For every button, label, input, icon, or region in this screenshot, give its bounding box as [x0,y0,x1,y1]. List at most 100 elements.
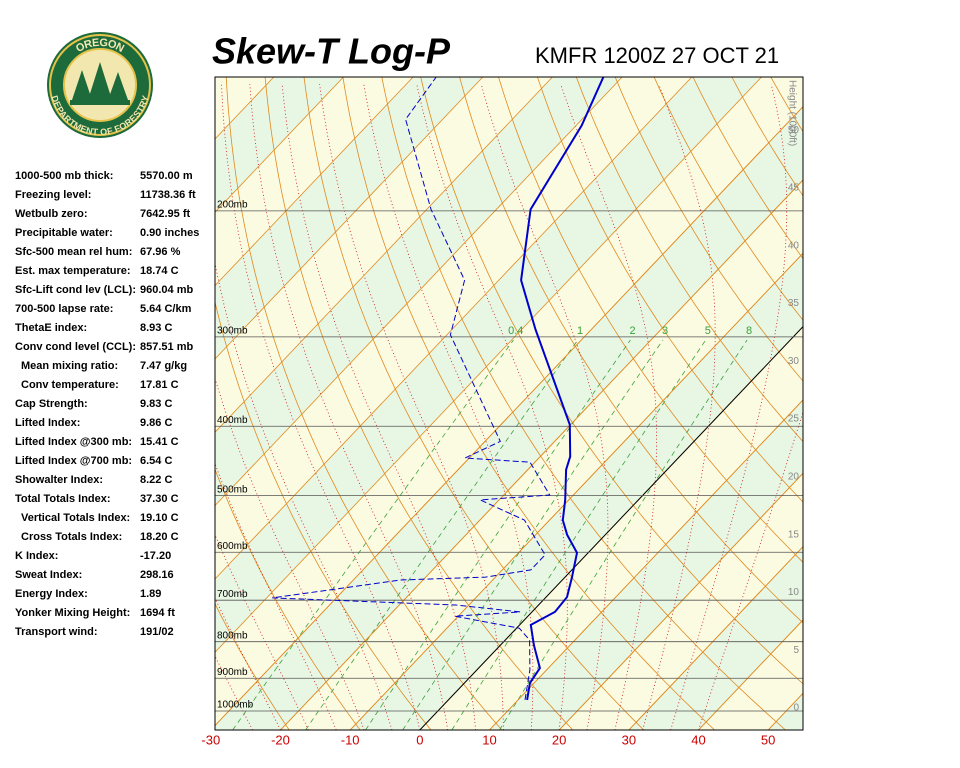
index-value: 5570.00 m [140,170,193,182]
plot-overlay: 0.4 1 2 3 5 8-30 -20 -10 0 10 20 30 40 501000mb900mb8… [201,80,799,747]
index-label: Conv temperature: [21,379,119,391]
dewpoint-line [272,77,551,700]
x-tick-label: 40 [691,732,705,747]
index-label: Showalter Index: [15,474,103,486]
dry-adiabat [215,602,290,730]
index-label: Est. max temperature: [15,265,131,277]
x-tick-label: 30 [622,732,636,747]
index-value: 17.81 C [140,379,179,391]
index-value: 1.89 [140,588,161,600]
x-tick-label: 50 [761,732,775,747]
index-value: 19.10 C [140,512,179,524]
dry-adiabat [215,468,361,730]
plot-area [215,77,960,730]
x-grid-line [349,252,803,730]
dry-adiabat [342,77,715,730]
index-value: 5.64 C/km [140,303,192,315]
logo-ground [70,100,130,105]
dry-adiabat [849,77,960,730]
dry-adiabat [459,77,803,624]
moist-adiabat [319,84,504,730]
x-tick-label: 10 [482,732,496,747]
x-grid-line [698,619,803,730]
moist-adiabat [416,84,568,730]
index-value: 67.96 % [140,246,181,258]
index-value: 191/02 [140,626,174,638]
moist-adiabat [215,377,365,730]
y-tick-label: 500mb [217,484,248,495]
index-label: Sweat Index: [15,569,82,581]
x-tick-label: -10 [341,732,360,747]
dry-adiabat [692,77,803,260]
logo-trees [72,62,128,100]
height-tick-label: 25 [788,414,800,425]
index-label: Vertical Totals Index: [21,512,130,524]
moist-adiabat [642,83,716,730]
index-value: 857.51 mb [140,341,193,353]
y-tick-label: 300mb [217,326,248,337]
dry-adiabat [498,77,803,563]
index-label: Total Totals Index: [15,493,111,505]
mixing-ratio-line [365,339,631,730]
index-label: Cross Totals Index: [21,531,122,543]
height-tick-label: 50 [788,125,800,136]
x-tick-label: 20 [552,732,566,747]
index-label: Yonker Mixing Height: [15,607,130,619]
height-tick-label: 30 [788,356,800,367]
dry-adiabat [614,77,803,382]
x-tick-label: 0 [416,732,423,747]
index-label: 1000-500 mb thick: [15,170,113,182]
mixing-ratio-label: 1 [577,325,583,337]
y-tick-label: 600mb [217,541,248,552]
index-label: Lifted Index: [15,417,80,429]
y-tick-label: 900mb [217,667,248,678]
y-tick-label: 400mb [217,415,248,426]
mixing-ratio-line [305,339,579,730]
index-label: Energy Index: [15,588,88,600]
index-label: Sfc-500 mean rel hum: [15,246,132,258]
x-grid-line [558,472,803,730]
mixing-ratio-label: 2 [629,325,635,337]
plot-border [214,76,804,731]
moist-adiabat [670,84,788,730]
logo-top: OREGON [74,37,126,55]
dry-adiabat [420,77,803,685]
mixing-ratio-label: 3 [662,325,668,337]
isotherm-band [215,106,803,730]
index-label: 700-500 lapse rate: [15,303,113,315]
index-value: 8.93 C [140,322,172,334]
mixing-ratio-label: 8 [746,325,752,337]
dry-adiabat [887,77,960,730]
index-value: -17.20 [140,550,171,562]
dry-adiabat [575,77,803,443]
index-value: 37.30 C [140,493,179,505]
isotherm [215,77,623,507]
index-value: 7.47 g/kg [140,360,187,372]
dry-adiabat [264,77,574,730]
dry-adiabat [215,300,432,730]
index-label: K Index: [15,550,58,562]
height-tick-label: 15 [788,529,800,540]
index-value: 6.54 C [140,455,172,467]
moist-adiabat [281,84,476,730]
index-value: 9.83 C [140,398,172,410]
dry-adiabat [731,77,803,197]
y-tick-label: 700mb [217,589,248,600]
index-label: Sfc-Lift cond lev (LCL): [15,284,136,296]
dry-adiabat [225,77,503,730]
index-value: 8.22 C [140,474,172,486]
index-label: Cap Strength: [15,398,88,410]
dry-adiabat [537,77,803,503]
isotherm [215,77,762,653]
mixing-ratio-label: 0.4 [508,325,523,337]
index-label: Lifted Index @300 mb: [15,436,132,448]
index-label: ThetaE index: [15,322,87,334]
index-value: 7642.95 ft [140,208,190,220]
index-value: 0.90 inches [140,227,199,239]
isotherm [215,77,693,580]
dry-adiabat [926,77,960,730]
chart-subtitle: KMFR 1200Z 27 OCT 21 [535,43,779,68]
x-grid-line [628,546,803,730]
index-value: 18.20 C [140,531,179,543]
